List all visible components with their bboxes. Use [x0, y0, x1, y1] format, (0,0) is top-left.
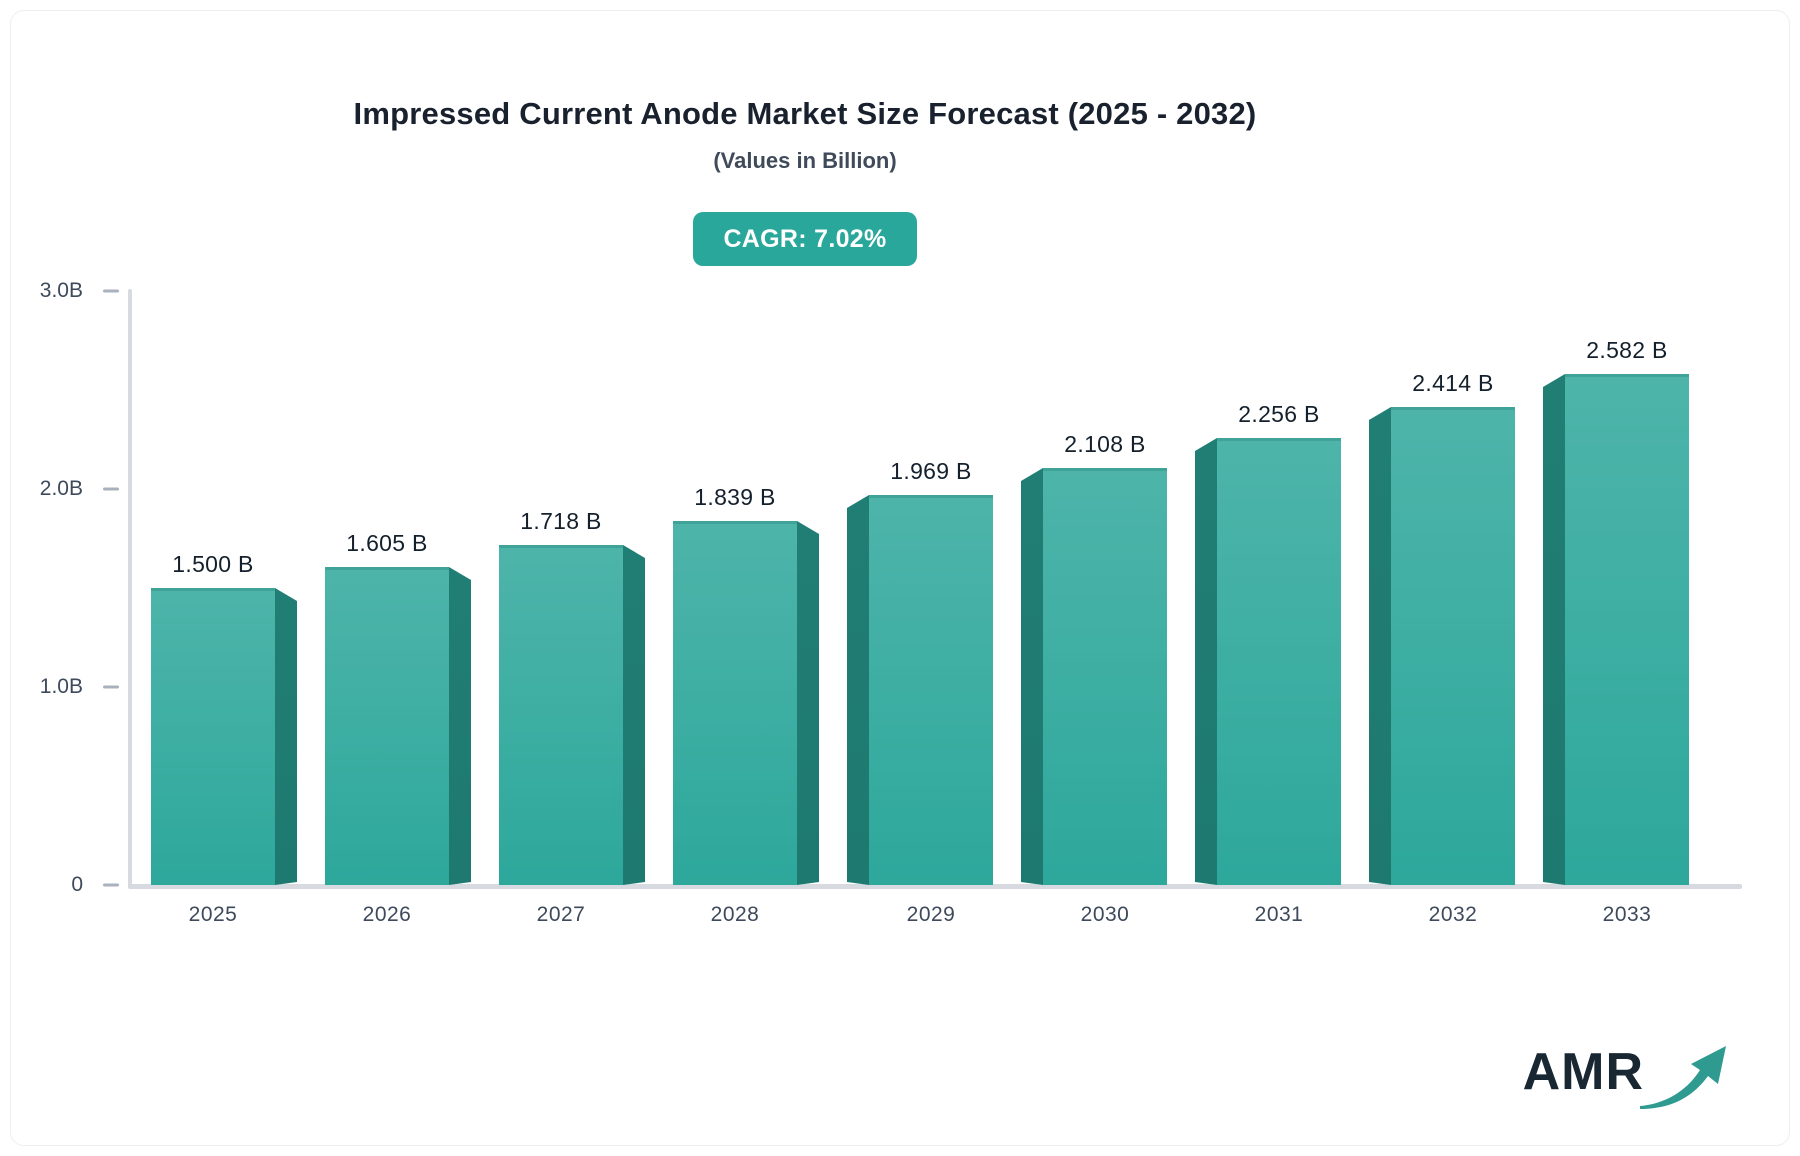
bar-2030 [1021, 468, 1167, 885]
bar-value-label: 2.414 B [1412, 370, 1494, 396]
bar-value-label: 2.256 B [1238, 401, 1320, 427]
x-axis-category-label: 2032 [1428, 903, 1478, 926]
bar-face [869, 495, 993, 885]
bar-value-label: 2.108 B [1064, 431, 1146, 457]
amr-logo-text: AMR [1522, 1043, 1644, 1101]
y-axis-tick-label: 0 [71, 873, 83, 896]
bar-value-label: 1.839 B [694, 484, 776, 510]
bar-side-shade [1543, 374, 1565, 885]
x-axis-line [128, 884, 1742, 889]
chart-header: Impressed Current Anode Market Size Fore… [0, 0, 1610, 266]
bar-value-label: 1.605 B [346, 530, 428, 556]
bar-side-shade [1369, 407, 1391, 885]
bar-face [1043, 468, 1167, 885]
bar-2033 [1543, 374, 1689, 885]
bar-side-shade [449, 567, 471, 885]
bar-side-shade [275, 588, 297, 885]
bar-face [1217, 438, 1341, 885]
bar-value-label: 2.582 B [1586, 337, 1668, 363]
x-axis-category-label: 2033 [1602, 903, 1652, 926]
growth-arrow-icon [1640, 1046, 1726, 1109]
cagr-badge: CAGR: 7.02% [693, 212, 917, 266]
bar-side-shade [623, 545, 645, 885]
x-axis-category-label: 2031 [1254, 903, 1304, 926]
bar-2031 [1195, 438, 1341, 885]
x-axis-category-label: 2027 [536, 903, 586, 926]
bar-value-label: 1.500 B [172, 551, 254, 577]
y-axis-tick-mark [103, 289, 119, 293]
bar-side-shade [847, 495, 869, 885]
bar-face [673, 521, 797, 885]
x-axis-category-label: 2029 [906, 903, 956, 926]
x-axis-category-label: 2026 [362, 903, 412, 926]
y-axis-tick-mark [103, 883, 119, 887]
y-axis-tick-label: 3.0B [39, 279, 83, 302]
bar-side-shade [1195, 438, 1217, 885]
bar-2028 [673, 521, 819, 885]
plot-area: 3.0B 2.0B 1.0B 0 1.500 B 2025 1.605 B 2026 1.718… [40, 279, 1742, 926]
bar-value-label: 1.969 B [890, 458, 972, 484]
bar-2025 [151, 588, 297, 885]
bar-2032 [1369, 407, 1515, 885]
bar-2029 [847, 495, 993, 885]
bar-2026 [325, 567, 471, 885]
x-axis-category-label: 2030 [1080, 903, 1130, 926]
x-axis-category-label: 2025 [188, 903, 238, 926]
y-axis-tick-mark [103, 685, 119, 689]
bar-value-label: 1.718 B [520, 508, 602, 534]
bar-face [151, 588, 275, 885]
chart-title: Impressed Current Anode Market Size Fore… [353, 96, 1257, 131]
bar-face [325, 567, 449, 885]
y-axis-line [128, 289, 132, 887]
amr-logo: AMR [1523, 1034, 1730, 1110]
bar-face [1565, 374, 1689, 885]
bar-side-shade [1021, 468, 1043, 885]
bar-face [499, 545, 623, 885]
chart-subtitle: (Values in Billion) [713, 148, 897, 173]
x-axis-category-label: 2028 [710, 903, 760, 926]
y-axis-tick-label: 1.0B [39, 675, 83, 698]
y-axis-tick-label: 2.0B [39, 477, 83, 500]
y-axis-tick-mark [103, 487, 119, 491]
bar-face [1391, 407, 1515, 885]
bar-side-shade [797, 521, 819, 885]
bar-2027 [499, 545, 645, 885]
